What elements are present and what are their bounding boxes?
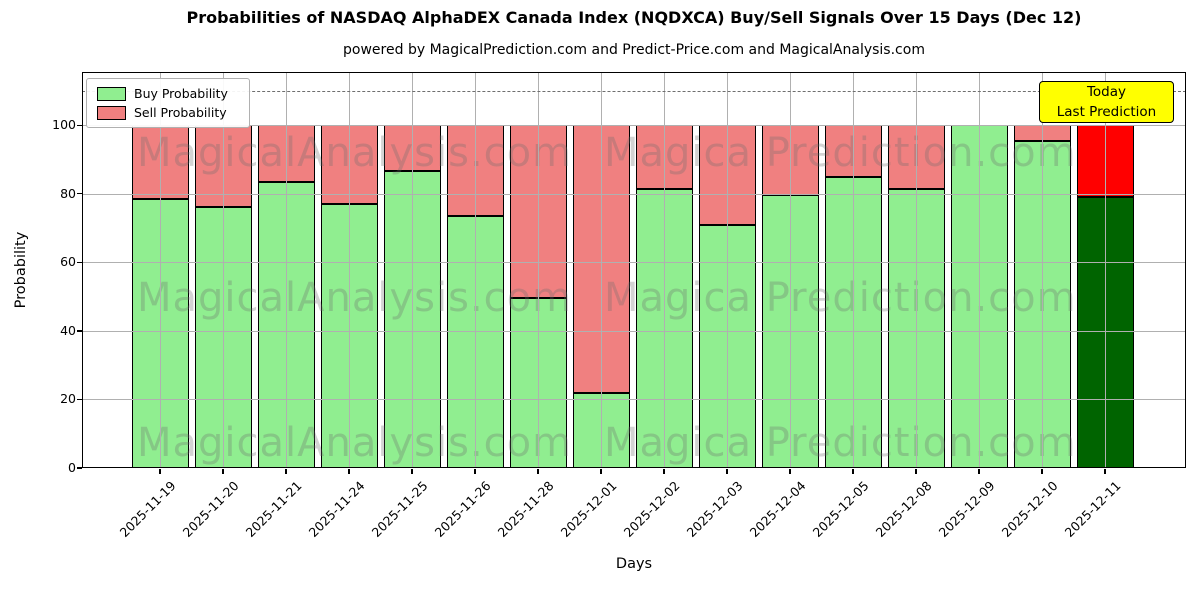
legend-swatch (97, 86, 126, 101)
vertical-gridline (1105, 72, 1106, 468)
dashed-threshold-line (82, 90, 1186, 92)
x-tick-label: 2025-11-21 (242, 478, 305, 540)
y-tick-mark (77, 398, 82, 401)
x-tick-label: 2025-12-08 (872, 478, 935, 540)
x-tick-label: 2025-12-05 (809, 478, 872, 540)
vertical-gridline (664, 72, 665, 468)
vertical-gridline (475, 72, 476, 468)
x-tick-label: 2025-12-11 (1061, 478, 1124, 540)
x-tick-mark (726, 469, 728, 474)
today-annotation-line2: Last Prediction (1056, 104, 1157, 120)
watermark-text: Magica Prediction.com (604, 275, 1077, 321)
vertical-gridline (412, 72, 413, 468)
y-tick-label: 20 (60, 391, 76, 407)
x-tick-mark (348, 469, 350, 474)
vertical-gridline (601, 72, 602, 468)
plot-area: Buy Probability Sell Probability Today La… (82, 72, 1186, 468)
y-tick-mark (77, 193, 82, 195)
vertical-gridline (790, 72, 791, 468)
x-tick-mark (789, 469, 791, 474)
vertical-gridline (916, 72, 917, 468)
x-tick-label: 2025-12-02 (620, 478, 683, 540)
y-tick-label: 60 (60, 254, 76, 270)
x-axis-label: Days (615, 556, 653, 572)
y-tick-mark (77, 261, 82, 263)
legend-label: Sell Probability (134, 105, 227, 120)
x-tick-mark (915, 469, 917, 474)
vertical-gridline (349, 72, 350, 468)
x-tick-mark (852, 469, 854, 474)
y-tick-label: 80 (60, 185, 76, 201)
watermark-text: Magica Prediction.com (604, 420, 1077, 466)
watermark-text: MagicalAnalysis.com (137, 420, 573, 466)
horizontal-gridline (82, 330, 1186, 332)
y-tick-label: 100 (52, 117, 76, 133)
y-tick-mark (77, 330, 82, 332)
y-tick-mark (77, 467, 82, 469)
legend-item: Sell Probability (93, 103, 243, 122)
x-tick-mark (222, 469, 224, 474)
y-tick-label: 40 (60, 322, 76, 338)
x-tick-mark (411, 469, 413, 474)
legend-label: Buy Probability (134, 86, 228, 101)
x-tick-label: 2025-11-19 (116, 478, 179, 540)
x-tick-label: 2025-11-28 (494, 478, 557, 540)
y-tick-label: 0 (68, 460, 76, 475)
x-tick-label: 2025-11-25 (368, 478, 431, 540)
x-tick-mark (285, 469, 287, 474)
x-tick-mark (600, 469, 602, 474)
x-tick-mark (663, 469, 665, 474)
x-tick-mark (159, 469, 161, 474)
x-tick-label: 2025-12-01 (557, 478, 620, 540)
y-tick-mark (77, 124, 82, 126)
x-tick-mark (1041, 469, 1043, 474)
x-tick-label: 2025-12-04 (746, 478, 809, 540)
vertical-gridline (979, 72, 980, 468)
vertical-gridline (538, 72, 539, 468)
horizontal-gridline (82, 125, 1186, 127)
vertical-gridline (223, 72, 224, 468)
today-annotation-line1: Today (1086, 84, 1127, 100)
vertical-gridline (1042, 72, 1043, 468)
horizontal-gridline (82, 193, 1186, 195)
vertical-gridline (853, 72, 854, 468)
watermark-text: MagicalAnalysis.com (137, 275, 573, 321)
chart-title: Probabilities of NASDAQ AlphaDEX Canada … (186, 8, 1082, 27)
x-tick-mark (978, 469, 980, 474)
today-annotation: Today Last Prediction (1039, 81, 1174, 123)
vertical-gridline (286, 72, 287, 468)
y-axis-label: Probability (13, 231, 29, 309)
horizontal-gridline (82, 262, 1186, 264)
x-tick-mark (474, 469, 476, 474)
legend-item: Buy Probability (93, 84, 243, 103)
legend-swatch (97, 105, 126, 120)
vertical-gridline (160, 72, 161, 468)
x-tick-label: 2025-12-09 (935, 478, 998, 540)
horizontal-gridline (82, 399, 1186, 401)
watermark-text: MagicalAnalysis.com (137, 130, 573, 176)
chart-subtitle: powered by MagicalPrediction.com and Pre… (343, 42, 925, 58)
x-tick-mark (537, 469, 539, 474)
x-tick-label: 2025-12-10 (998, 478, 1061, 540)
legend: Buy Probability Sell Probability (86, 78, 250, 128)
x-tick-label: 2025-11-26 (431, 478, 494, 540)
x-tick-label: 2025-11-20 (179, 478, 242, 540)
x-tick-label: 2025-11-24 (305, 478, 368, 540)
watermark-text: Magica Prediction.com (604, 130, 1077, 176)
vertical-gridline (727, 72, 728, 468)
x-tick-mark (1104, 469, 1106, 474)
x-tick-label: 2025-12-03 (683, 478, 746, 540)
